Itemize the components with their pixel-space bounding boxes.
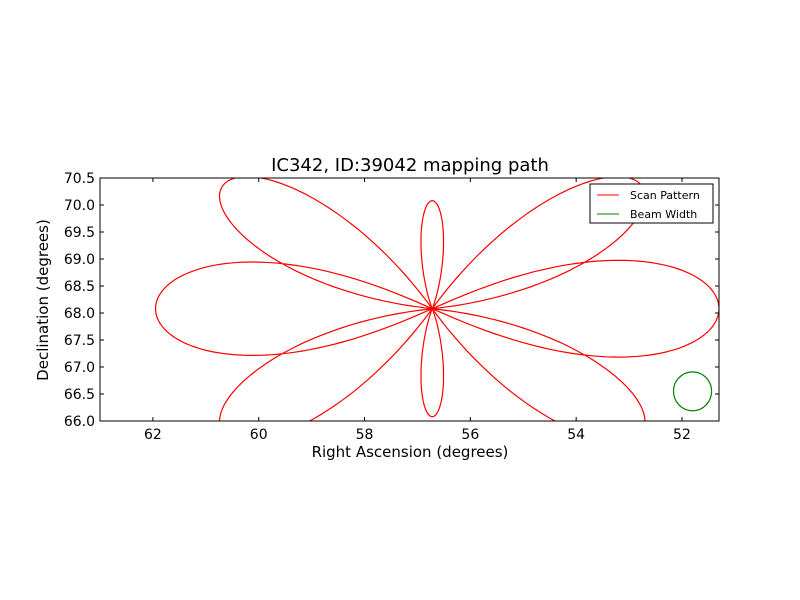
y-tick-label: 70.5 <box>64 171 95 187</box>
y-tick-label: 66.5 <box>64 387 95 403</box>
y-tick-label: 68.5 <box>64 279 95 295</box>
y-tick-label: 67.5 <box>64 333 95 349</box>
x-tick-label: 62 <box>144 427 162 443</box>
x-tick-label: 52 <box>673 427 691 443</box>
x-tick-label: 54 <box>567 427 585 443</box>
legend-label-scan-pattern: Scan Pattern <box>630 189 700 202</box>
y-tick-label: 68.0 <box>64 306 95 322</box>
legend-box <box>589 183 714 224</box>
y-tick-label: 70.0 <box>64 198 95 214</box>
x-tick-label: 58 <box>356 427 374 443</box>
x-axis-label: Right Ascension (degrees) <box>312 443 509 461</box>
axis-ticks: 62 60 58 56 54 52 66.0 66.5 67.0 67.5 68.0 68.5 69.0… <box>64 171 719 443</box>
y-tick-label: 69.0 <box>64 252 95 268</box>
beam-width-circle <box>672 371 713 412</box>
legend-label-beam-width: Beam Width <box>630 208 697 221</box>
y-axis-label: Declination (degrees) <box>34 219 52 381</box>
legend: Scan Pattern Beam Width <box>589 183 714 224</box>
plot-area <box>154 178 719 421</box>
chart-title: IC342, ID:39042 mapping path <box>271 155 549 176</box>
y-tick-label: 67.0 <box>64 360 95 376</box>
x-tick-label: 56 <box>461 427 479 443</box>
x-tick-label: 60 <box>250 427 268 443</box>
y-tick-label: 66.0 <box>64 414 95 430</box>
plot-frame <box>99 177 720 422</box>
scan-pattern-line <box>154 178 719 421</box>
y-tick-label: 69.5 <box>64 225 95 241</box>
